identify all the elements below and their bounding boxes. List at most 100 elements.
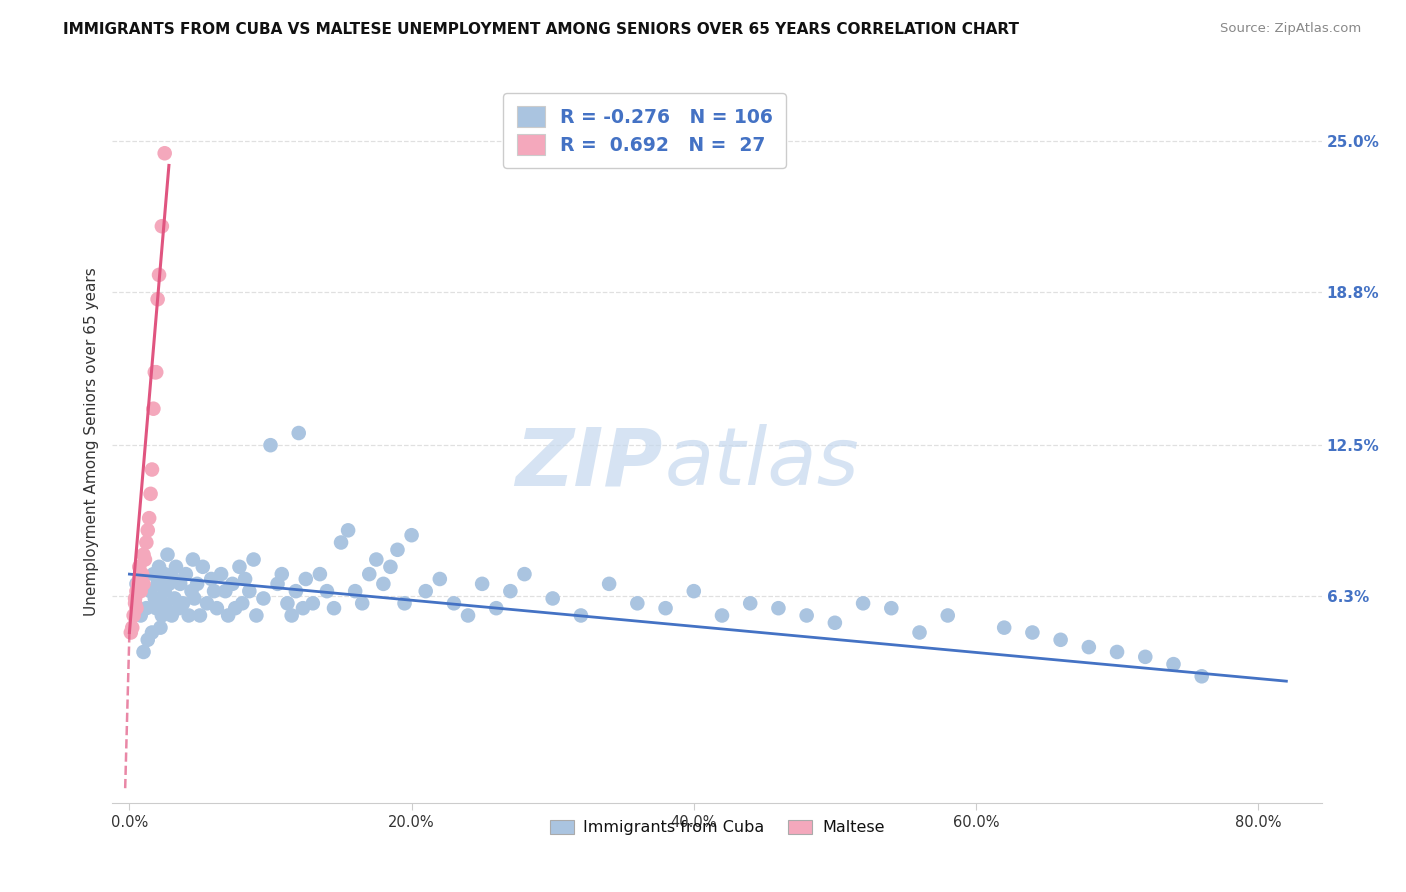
Point [142,401,165,416]
Point [131,567,153,582]
Point [181,552,204,566]
Point [200,572,222,586]
Point [457,608,479,623]
Point [291,601,314,615]
Point [471,577,494,591]
Point [149,621,172,635]
Point [163,591,186,606]
Point [122,608,145,623]
Point [908,625,931,640]
Point [214,584,236,599]
Text: ZIP: ZIP [515,425,662,502]
Point [183,591,205,606]
Point [352,596,374,610]
Point [195,596,218,610]
Point [153,146,176,161]
Point [221,577,243,591]
Point [259,438,281,452]
Point [824,615,846,630]
Point [125,577,148,591]
Point [188,608,211,623]
Point [132,645,155,659]
Point [287,425,309,440]
Point [880,601,903,615]
Point [569,608,592,623]
Point [330,535,353,549]
Point [654,601,676,615]
Point [217,608,239,623]
Point [711,608,734,623]
Point [153,567,176,582]
Point [301,596,323,610]
Point [228,559,250,574]
Point [852,596,875,610]
Point [128,559,150,574]
Point [136,524,159,538]
Point [162,572,184,586]
Point [186,577,208,591]
Point [172,596,194,610]
Point [145,601,167,615]
Point [125,601,148,615]
Point [1077,640,1099,654]
Point [135,601,157,615]
Point [142,567,165,582]
Point [513,567,536,582]
Point [1135,649,1157,664]
Point [148,268,170,282]
Point [141,462,163,476]
Point [429,572,451,586]
Point [174,567,197,582]
Point [138,511,160,525]
Point [143,365,166,379]
Point [936,608,959,623]
Point [135,535,157,549]
Point [1021,625,1043,640]
Point [245,608,267,623]
Point [160,608,183,623]
Point [139,584,162,599]
Y-axis label: Unemployment Among Seniors over 65 years: Unemployment Among Seniors over 65 years [83,268,98,615]
Point [132,577,155,591]
Point [415,584,437,599]
Point [209,567,232,582]
Point [993,621,1015,635]
Point [373,577,395,591]
Point [740,596,762,610]
Point [626,596,648,610]
Point [284,584,307,599]
Point [598,577,620,591]
Point [134,552,156,566]
Point [124,596,146,610]
Point [150,219,173,234]
Point [1163,657,1185,672]
Point [157,577,180,591]
Point [169,577,191,591]
Legend: Immigrants from Cuba, Maltese: Immigrants from Cuba, Maltese [543,814,891,842]
Point [155,601,177,615]
Point [796,608,818,623]
Point [145,365,167,379]
Point [485,601,508,615]
Point [139,487,162,501]
Point [380,559,402,574]
Point [270,567,292,582]
Point [280,608,302,623]
Point [387,542,409,557]
Point [238,584,260,599]
Point [1105,645,1128,659]
Point [127,577,149,591]
Point [499,584,522,599]
Point [120,625,142,640]
Point [344,584,367,599]
Point [141,625,163,640]
Point [768,601,790,615]
Point [129,584,152,599]
Point [682,584,704,599]
Point [1049,632,1071,647]
Point [132,548,155,562]
Point [233,572,256,586]
Text: Source: ZipAtlas.com: Source: ZipAtlas.com [1220,22,1361,36]
Point [337,524,360,538]
Point [205,601,228,615]
